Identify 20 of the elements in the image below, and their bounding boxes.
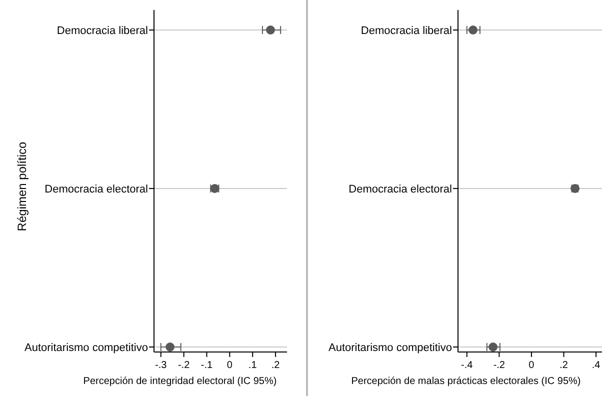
x-tick-label: 0 bbox=[528, 360, 535, 371]
x-tick-label: -.2 bbox=[493, 360, 506, 371]
x-axis-title: Percepción de integridad electoral (IC 95%) bbox=[83, 376, 277, 387]
y-tick-label: Democracia liberal bbox=[56, 25, 148, 37]
x-tick-label: .2 bbox=[560, 360, 568, 371]
y-tick-label: Democracia electoral bbox=[348, 184, 452, 196]
x-tick-label: -.3 bbox=[155, 360, 168, 371]
x-tick-label: -.4 bbox=[461, 360, 474, 371]
y-tick-label: Democracia liberal bbox=[360, 25, 452, 37]
x-axis-title: Percepción de malas prácticas electorales (IC 95%) bbox=[351, 376, 581, 387]
x-tick-label: .2 bbox=[271, 360, 280, 371]
y-axis-title: Régimen político bbox=[15, 141, 29, 232]
y-tick-label: Democracia electoral bbox=[44, 184, 148, 196]
x-tick-label: -.2 bbox=[178, 360, 190, 371]
y-tick-label: Autoritarismo competitivo bbox=[24, 342, 148, 354]
x-tick-label: .4 bbox=[592, 360, 601, 371]
x-tick-label: 0 bbox=[226, 360, 233, 371]
y-tick-label: Autoritarismo competitivo bbox=[328, 342, 452, 354]
x-tick-label: -.1 bbox=[200, 360, 214, 371]
x-tick-label: .1 bbox=[248, 360, 258, 371]
